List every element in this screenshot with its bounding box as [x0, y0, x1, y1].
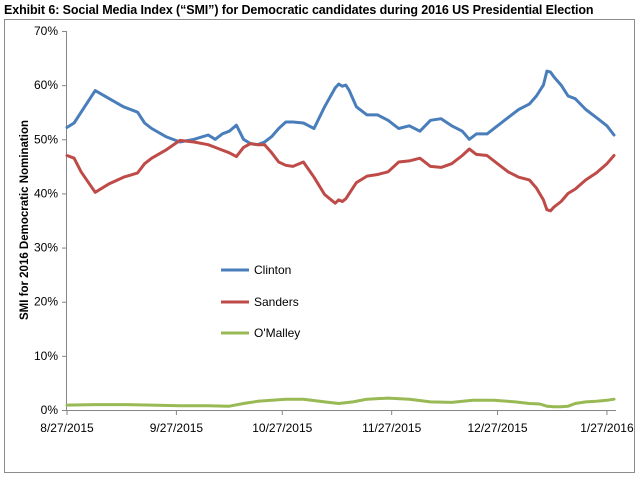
y-tick-label: 60% — [34, 78, 58, 92]
series-line-sanders — [65, 138, 616, 213]
x-tick-label: 8/27/2015 — [40, 421, 94, 435]
x-tick-group: 8/27/2015 9/27/2015 10/27/2015 11/27/2015 12… — [40, 410, 634, 435]
y-tick-label: 20% — [34, 295, 58, 309]
chart-frame — [4, 19, 635, 473]
legend-label-clinton: Clinton — [254, 263, 291, 277]
y-axis-label: SMI for 2016 Democratic Nomination — [19, 120, 31, 320]
y-tick-group: 0% 10% 20% 30% 40% 50% 60% 70% — [34, 24, 67, 417]
y-tick-label: 0% — [41, 403, 59, 417]
legend: Clinton Sanders O'Malley — [221, 263, 300, 340]
legend-label-o-malley: O'Malley — [254, 326, 300, 340]
x-tick-label: 11/27/2015 — [362, 421, 421, 435]
x-tick-label: 10/27/2015 — [252, 421, 312, 435]
series-line-o-malley — [65, 396, 616, 409]
x-tick-label: 12/27/2015 — [468, 421, 528, 435]
y-tick-label: 40% — [34, 186, 58, 200]
chart-title: Exhibit 6: Social Media Index (“SMI”) fo… — [4, 3, 594, 17]
x-tick-label: 9/27/2015 — [150, 421, 204, 435]
y-tick-label: 50% — [34, 132, 58, 146]
x-tick-label: 1/27/2016 — [580, 421, 634, 435]
series-line-clinton — [65, 69, 616, 147]
series-lines — [65, 69, 616, 409]
y-tick-label: 70% — [34, 24, 58, 38]
legend-label-sanders: Sanders — [254, 295, 299, 309]
y-tick-label: 30% — [34, 241, 58, 255]
y-tick-label: 10% — [34, 349, 58, 363]
